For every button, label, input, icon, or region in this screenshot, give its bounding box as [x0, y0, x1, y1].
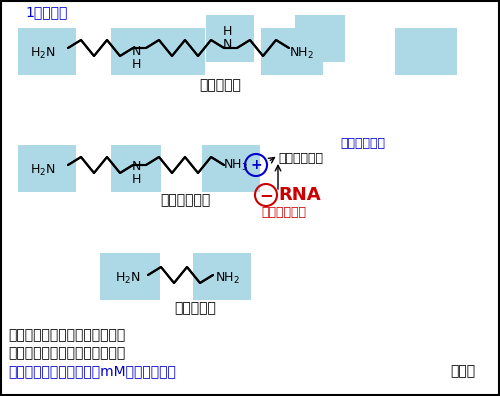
Text: 負電荷を持つ: 負電荷を持つ — [261, 206, 306, 219]
Text: ＊細胞分裂や増殖に必要不可欠: ＊細胞分裂や増殖に必要不可欠 — [8, 346, 125, 360]
Text: 1級アミン: 1級アミン — [25, 5, 68, 19]
Text: N
H: N H — [132, 160, 140, 186]
Text: −: − — [259, 186, 273, 204]
Bar — [206, 15, 254, 62]
Text: 細胞内: 細胞内 — [450, 364, 475, 378]
Bar — [261, 28, 323, 75]
Text: N
H: N H — [132, 45, 140, 71]
Text: H$_2$N: H$_2$N — [30, 46, 56, 61]
Bar — [111, 28, 161, 75]
Bar — [202, 145, 260, 192]
Bar — [153, 28, 205, 75]
Text: NH$_2$: NH$_2$ — [214, 270, 240, 286]
Text: 正電荷を持つ: 正電荷を持つ — [340, 137, 385, 150]
Bar — [295, 15, 345, 62]
Bar — [18, 145, 76, 192]
Bar — [18, 28, 76, 75]
Text: ＊がん細胞で高い濃度（mM）で発生する: ＊がん細胞で高い濃度（mM）で発生する — [8, 364, 176, 378]
Text: H$_2$N: H$_2$N — [30, 162, 56, 177]
Bar — [395, 28, 457, 75]
Bar — [100, 253, 160, 300]
Text: NH$_2$: NH$_2$ — [288, 46, 314, 61]
Bar — [193, 253, 251, 300]
Text: 結合している: 結合している — [278, 152, 323, 164]
Text: プトレシン: プトレシン — [174, 301, 216, 315]
Text: ＊核酸やタンパク質合成を促進: ＊核酸やタンパク質合成を促進 — [8, 328, 125, 342]
Text: +: + — [250, 158, 262, 172]
Text: スペルミジン: スペルミジン — [160, 193, 210, 207]
Bar — [111, 145, 161, 192]
Text: H
N: H N — [222, 25, 232, 51]
Text: H$_2$N: H$_2$N — [115, 270, 141, 286]
Bar — [18, 28, 76, 75]
Text: NH$_3$: NH$_3$ — [224, 158, 248, 173]
Text: RNA: RNA — [278, 186, 320, 204]
Text: スペルミン: スペルミン — [199, 78, 241, 92]
